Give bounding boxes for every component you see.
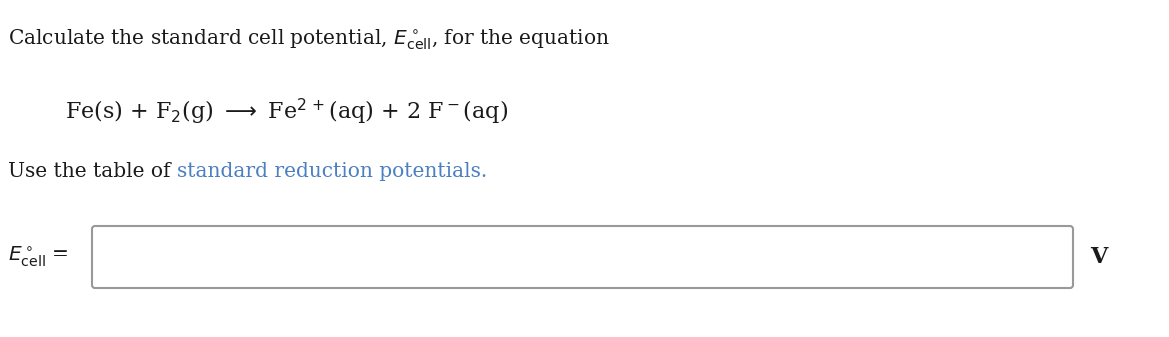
Text: Calculate the standard cell potential, $E^\circ_{\mathrm{cell}}$, for the equati: Calculate the standard cell potential, $…: [8, 27, 610, 52]
Text: $E^\circ_{\mathrm{cell}}$ =: $E^\circ_{\mathrm{cell}}$ =: [8, 245, 69, 269]
Text: Fe(s) + F$_2$(g) $\longrightarrow$ Fe$^{2\,+}$(aq) + 2 F$^-$(aq): Fe(s) + F$_2$(g) $\longrightarrow$ Fe$^{…: [65, 97, 509, 127]
Text: V: V: [1090, 246, 1107, 268]
FancyBboxPatch shape: [92, 226, 1073, 288]
Text: Use the table of: Use the table of: [8, 162, 177, 181]
Text: standard reduction potentials.: standard reduction potentials.: [177, 162, 487, 181]
